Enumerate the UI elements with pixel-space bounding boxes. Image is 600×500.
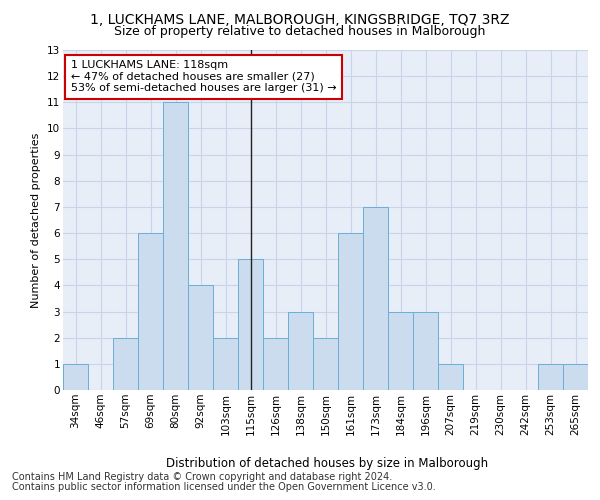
Text: Contains HM Land Registry data © Crown copyright and database right 2024.: Contains HM Land Registry data © Crown c…: [12, 472, 392, 482]
Bar: [388, 312, 413, 390]
Bar: [163, 102, 188, 390]
Bar: [63, 364, 88, 390]
Bar: [413, 312, 438, 390]
Bar: [338, 233, 363, 390]
Bar: [313, 338, 338, 390]
Bar: [538, 364, 563, 390]
Text: Contains public sector information licensed under the Open Government Licence v3: Contains public sector information licen…: [12, 482, 436, 492]
Bar: [288, 312, 313, 390]
Text: 1 LUCKHAMS LANE: 118sqm
← 47% of detached houses are smaller (27)
53% of semi-de: 1 LUCKHAMS LANE: 118sqm ← 47% of detache…: [71, 60, 337, 94]
Bar: [138, 233, 163, 390]
Bar: [263, 338, 288, 390]
Bar: [438, 364, 463, 390]
Text: Size of property relative to detached houses in Malborough: Size of property relative to detached ho…: [115, 25, 485, 38]
Y-axis label: Number of detached properties: Number of detached properties: [31, 132, 41, 308]
Bar: [188, 286, 213, 390]
Bar: [113, 338, 138, 390]
Text: 1, LUCKHAMS LANE, MALBOROUGH, KINGSBRIDGE, TQ7 3RZ: 1, LUCKHAMS LANE, MALBOROUGH, KINGSBRIDG…: [90, 12, 510, 26]
Bar: [563, 364, 588, 390]
Bar: [238, 259, 263, 390]
Bar: [213, 338, 238, 390]
Text: Distribution of detached houses by size in Malborough: Distribution of detached houses by size …: [166, 458, 488, 470]
Bar: [363, 207, 388, 390]
